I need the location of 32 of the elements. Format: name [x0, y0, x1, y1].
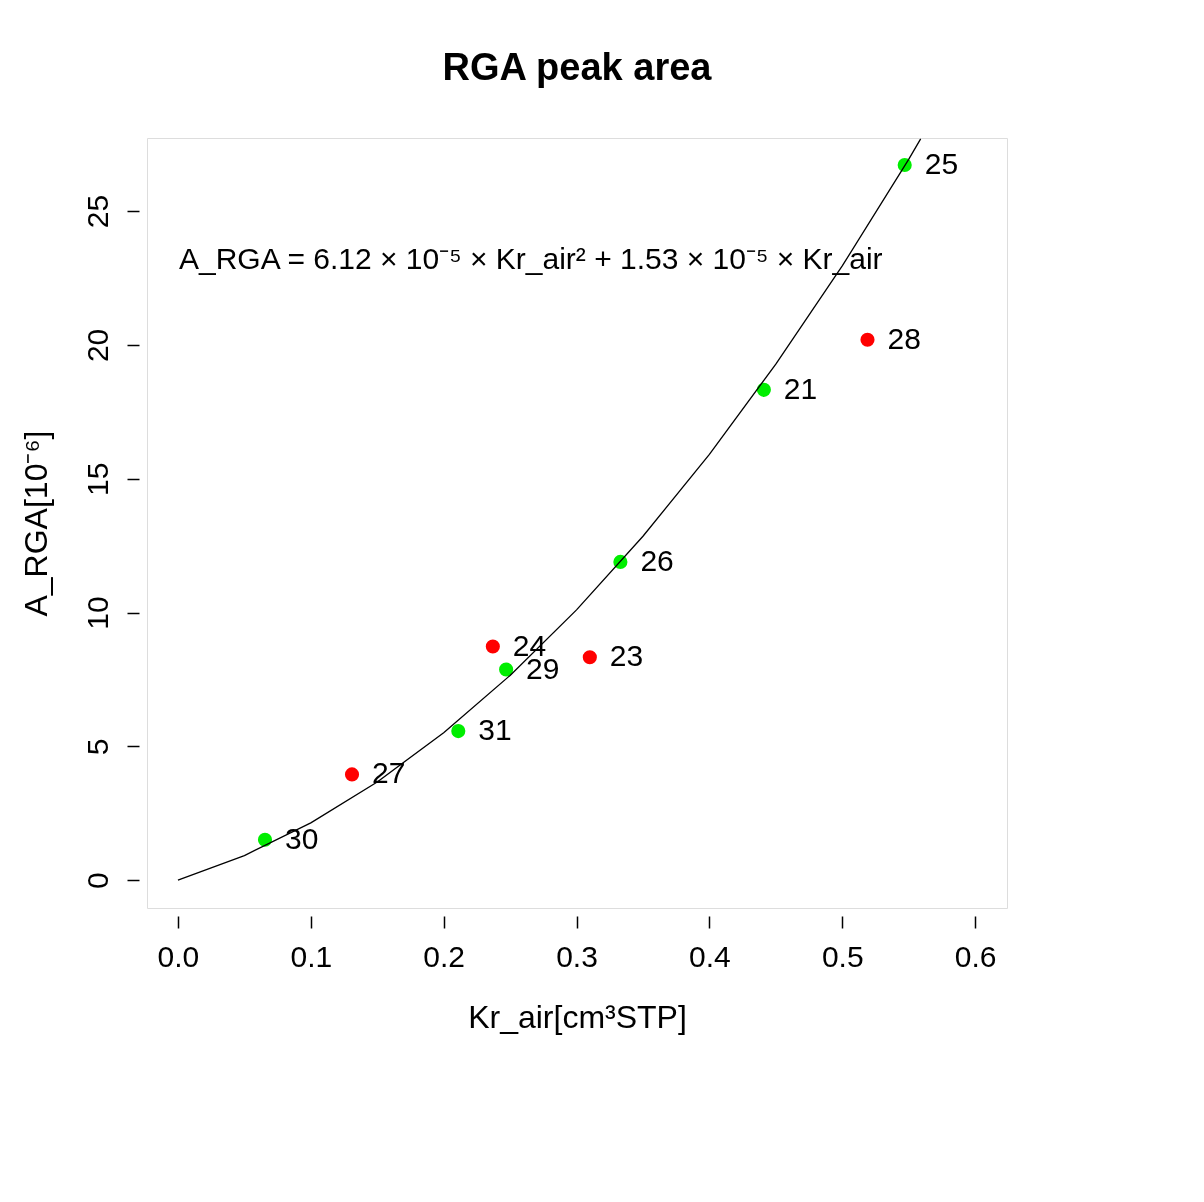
point	[499, 662, 514, 677]
point	[756, 382, 771, 397]
x-tick-label: 0.0	[157, 939, 200, 973]
annotation: 25	[924, 147, 959, 181]
y-tick-label: 15	[80, 462, 114, 496]
y-tick-label: 0	[80, 872, 114, 890]
line-series	[177, 138, 922, 881]
annotation: 28	[887, 321, 921, 355]
annotation: 21	[783, 371, 818, 405]
y-tick-label: 5	[80, 738, 114, 756]
annotation: 23	[609, 639, 644, 673]
x-tick-label: 0.6	[954, 939, 997, 973]
y-tick-label: 20	[80, 328, 114, 363]
x-axis-title: Kr_air[cm³STP]	[468, 998, 687, 1035]
point	[860, 332, 875, 347]
x-tick-label: 0.5	[821, 939, 864, 973]
chart-title: RGA peak area	[442, 46, 713, 88]
point	[257, 832, 273, 847]
x-tick-label: 0.4	[689, 939, 731, 973]
y-axis-title: A_RGA[10⁻⁶]	[17, 430, 54, 617]
y-tick-label: 10	[80, 596, 114, 630]
x-tick-label: 0.1	[290, 939, 333, 973]
annotation: 31	[478, 713, 512, 747]
x-tick-label: 0.2	[423, 939, 466, 973]
point	[451, 724, 466, 739]
annotation: 30	[284, 821, 319, 855]
x-tick-label: 0.3	[556, 939, 598, 973]
annotation: 26	[640, 543, 674, 577]
point	[582, 650, 597, 665]
point	[344, 767, 360, 782]
y-tick-label: 25	[80, 194, 114, 229]
point	[485, 639, 500, 654]
